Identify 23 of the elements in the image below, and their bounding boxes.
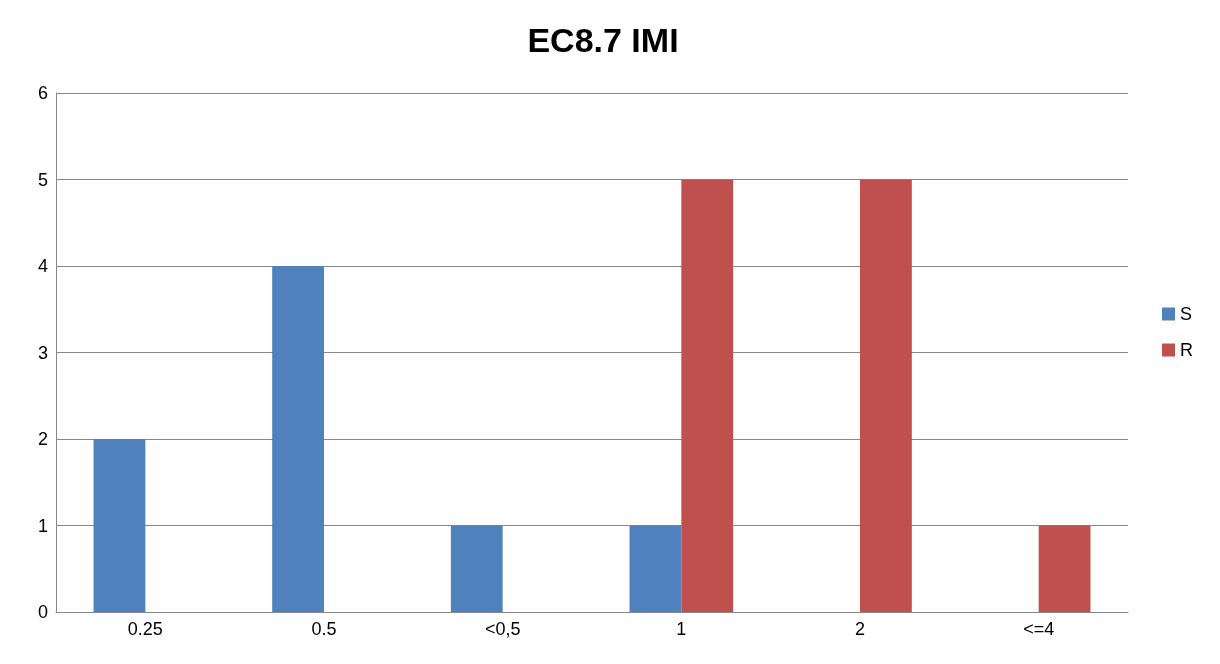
bar — [272, 266, 324, 612]
bar — [93, 439, 146, 612]
legend-label: R — [1180, 340, 1193, 360]
y-tick-label: 5 — [37, 169, 48, 190]
bar — [450, 525, 503, 612]
y-tick-label: 6 — [37, 83, 48, 103]
x-tick-label: 0.25 — [127, 619, 163, 639]
bar — [629, 525, 682, 612]
bar — [860, 179, 912, 612]
bar — [681, 179, 734, 612]
x-tick-label: <0,5 — [484, 619, 521, 639]
x-tick-label: 0.5 — [311, 619, 337, 639]
y-tick-label: 3 — [37, 342, 48, 363]
bar — [1038, 525, 1091, 612]
y-tick-label: 1 — [37, 515, 48, 536]
x-tick-label: 2 — [854, 619, 866, 639]
chart-title: EC8.7 IMI — [527, 21, 679, 59]
x-tick-label: 1 — [676, 619, 687, 639]
x-tick-label: <=4 — [1023, 619, 1055, 639]
y-tick-label: 2 — [37, 429, 48, 449]
legend-label: S — [1180, 304, 1193, 324]
y-tick-label: 0 — [37, 602, 48, 622]
y-tick-label: 4 — [37, 256, 48, 276]
